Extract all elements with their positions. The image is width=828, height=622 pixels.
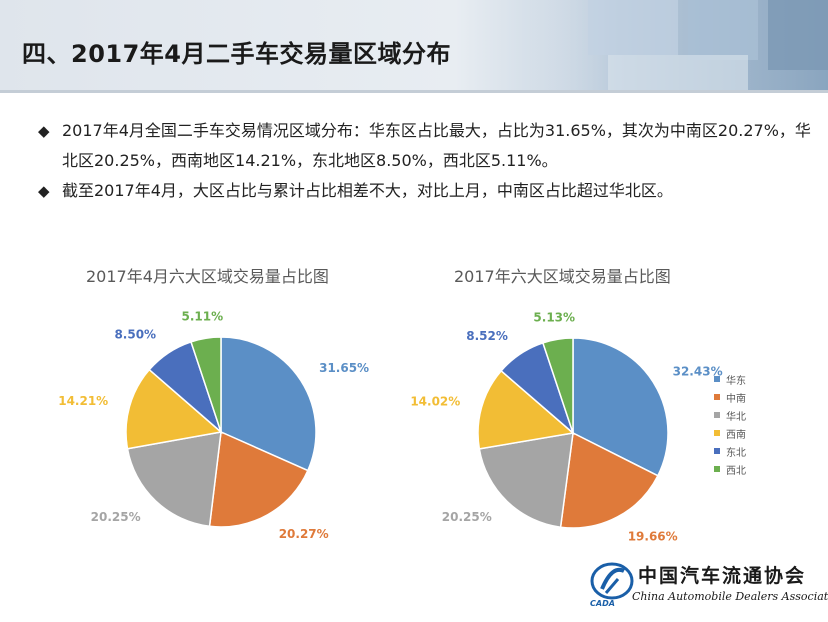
legend-swatch xyxy=(714,412,720,418)
pie-slice-华东 xyxy=(220,336,317,472)
legend-label: 东北 xyxy=(726,447,746,459)
header-banner: 四、2017年4月二手车交易量区域分布 xyxy=(0,0,828,90)
pie-slice-东北 xyxy=(148,340,223,435)
chart-title-left: 2017年4月六大区域交易量占比图 xyxy=(86,267,329,286)
legend-swatch xyxy=(714,394,720,400)
legend-item: 华北 xyxy=(714,406,746,424)
legend-label: 西南 xyxy=(726,429,746,441)
logo-chinese-name: 中国汽车流通协会 xyxy=(638,565,807,587)
bullet-text: 2017年4月全国二手车交易情况区域分布：华东区占比最大，占比为31.65%，其… xyxy=(62,121,811,170)
pie-data-label: 5.13% xyxy=(533,311,575,325)
legend-label: 中南 xyxy=(726,393,746,405)
header-divider xyxy=(0,90,828,93)
legend-swatch xyxy=(714,376,720,382)
legend-item: 中南 xyxy=(714,388,746,406)
pie-1: 32.43%19.66%20.25%14.02%8.52%5.13% xyxy=(410,311,722,544)
pie-0: 31.65% 20.27% 20.25% 14.21% 8.50% 5.11% xyxy=(58,310,369,541)
pie-slice-华北 xyxy=(478,432,574,529)
pie-data-label: 14.02% xyxy=(410,394,460,408)
bullet-item: ◆ 2017年4月全国二手车交易情况区域分布：华东区占比最大，占比为31.65%… xyxy=(38,116,813,176)
pie-data-label: 8.50% xyxy=(114,328,156,342)
pie-data-label: 20.25% xyxy=(91,510,141,524)
pie-slice-西南 xyxy=(477,369,575,450)
logo-english-name: China Automobile Dealers Association xyxy=(632,590,828,603)
legend-item: 西南 xyxy=(714,424,746,442)
pie-data-label: 14.21% xyxy=(58,394,108,408)
diamond-bullet-icon: ◆ xyxy=(38,182,50,200)
logo-abbreviation: CADA xyxy=(590,599,615,608)
cada-logo: CADA 中国汽车流通协会 China Automobile Dealers A… xyxy=(588,559,828,614)
chart-legend: 华东 中南 华北 西南 东北 西北 xyxy=(714,370,746,478)
header-photo xyxy=(528,0,828,90)
legend-label: 华东 xyxy=(726,375,746,387)
cada-emblem-icon xyxy=(590,562,634,600)
pie-data-label: 20.25% xyxy=(442,510,492,524)
legend-swatch xyxy=(714,448,720,454)
pie-slice-西南 xyxy=(125,368,223,450)
legend-item: 华东 xyxy=(714,370,746,388)
bullet-list: ◆ 2017年4月全国二手车交易情况区域分布：华东区占比最大，占比为31.65%… xyxy=(38,116,813,206)
pie-slice-东北 xyxy=(500,341,575,436)
bullet-text: 截至2017年4月，大区占比与累计占比相差不大，对比上月，中南区占比超过华北区。 xyxy=(62,181,673,200)
pie-slice-中南 xyxy=(559,431,659,529)
pie-data-label: 31.65% xyxy=(319,361,369,375)
pie-slice-西北 xyxy=(541,337,574,434)
diamond-bullet-icon: ◆ xyxy=(38,122,50,140)
pie-data-label: 5.11% xyxy=(181,310,223,324)
page-title: 四、2017年4月二手车交易量区域分布 xyxy=(22,40,451,68)
pie-data-label: 19.66% xyxy=(628,529,678,543)
legend-swatch xyxy=(714,430,720,436)
legend-label: 西北 xyxy=(726,465,746,477)
pie-data-label: 20.27% xyxy=(279,527,329,541)
legend-swatch xyxy=(714,466,720,472)
bullet-item: ◆ 截至2017年4月，大区占比与累计占比相差不大，对比上月，中南区占比超过华北… xyxy=(38,176,813,206)
legend-label: 华北 xyxy=(726,411,746,423)
pie-slice-华东 xyxy=(572,337,669,477)
pie-slice-华北 xyxy=(126,431,222,528)
legend-item: 西北 xyxy=(714,460,746,478)
header-photo-graphic xyxy=(528,0,828,90)
pie-data-label: 8.52% xyxy=(466,329,508,343)
pie-slice-西北 xyxy=(190,336,222,433)
pie-slice-中南 xyxy=(208,430,309,528)
chart-title-right: 2017年六大区域交易量占比图 xyxy=(454,267,671,286)
legend-item: 东北 xyxy=(714,442,746,460)
